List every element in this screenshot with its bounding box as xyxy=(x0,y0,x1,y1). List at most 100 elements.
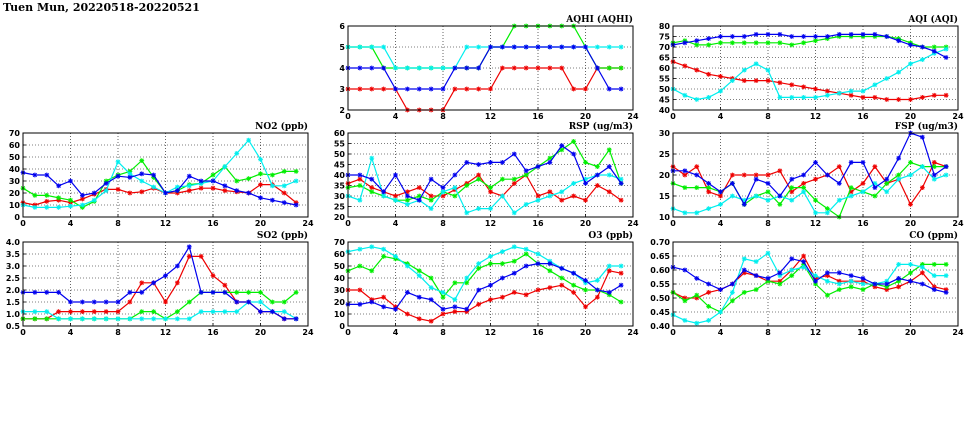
marker-stroke xyxy=(488,283,493,288)
data-point xyxy=(765,172,771,178)
marker-stroke xyxy=(884,177,889,182)
data-point xyxy=(476,65,482,71)
x-tick-label: 16 xyxy=(857,219,869,228)
data-point xyxy=(186,244,192,250)
data-point xyxy=(583,160,588,165)
data-point xyxy=(440,306,446,312)
marker-stroke xyxy=(115,174,121,179)
data-point xyxy=(428,275,434,281)
marker-stroke xyxy=(618,263,624,269)
data-point xyxy=(706,181,712,186)
marker-stroke xyxy=(718,309,723,315)
plot-frame xyxy=(672,241,959,327)
data-point xyxy=(234,290,240,295)
marker-stroke xyxy=(417,65,422,71)
data-point xyxy=(694,42,700,48)
data-point xyxy=(258,290,263,295)
series-line xyxy=(672,161,947,206)
data-point xyxy=(559,282,565,288)
series-line xyxy=(347,174,622,201)
marker-stroke xyxy=(92,316,97,321)
y-tick-label: 80 xyxy=(659,22,671,31)
data-point xyxy=(476,176,482,182)
data-point xyxy=(127,190,133,196)
data-point xyxy=(258,171,263,177)
data-point xyxy=(801,264,807,270)
marker-stroke xyxy=(872,281,878,287)
marker-stroke xyxy=(860,276,866,281)
marker-stroke xyxy=(127,316,133,321)
marker-stroke xyxy=(595,278,600,283)
marker-stroke xyxy=(464,160,469,165)
data-point xyxy=(499,176,505,182)
data-point xyxy=(729,34,735,39)
x-tick-label: 16 xyxy=(207,219,219,228)
y-tick-label: 3 xyxy=(339,85,345,94)
chart-so2: SO2 (ppb) 0.5 1.0 1.5 2.0 2.5 3.0 3.5 4.0 0 4 8 12 16… xyxy=(6,230,314,337)
data-point xyxy=(198,185,204,191)
marker-stroke xyxy=(559,44,564,50)
data-point xyxy=(381,294,387,300)
marker-stroke xyxy=(801,189,806,194)
data-point xyxy=(896,97,902,102)
data-point xyxy=(269,183,275,189)
data-point xyxy=(547,193,553,199)
data-point xyxy=(896,176,902,182)
marker-stroke xyxy=(175,280,180,285)
marker-stroke xyxy=(860,160,866,165)
data-point xyxy=(753,193,759,199)
marker-stroke xyxy=(583,304,588,309)
marker-stroke xyxy=(753,177,759,182)
marker-stroke xyxy=(512,151,517,157)
x-tick-label: 20 xyxy=(580,219,592,228)
data-point xyxy=(357,197,363,203)
marker-stroke xyxy=(607,86,612,92)
plot-frame xyxy=(22,132,309,218)
y-tick-label: 0.55 xyxy=(650,280,670,289)
data-point xyxy=(706,36,712,41)
x-tick-label: 4 xyxy=(393,219,399,228)
data-point xyxy=(789,267,795,273)
data-point xyxy=(499,44,505,50)
marker-stroke xyxy=(813,95,818,100)
data-point xyxy=(848,193,854,199)
data-point xyxy=(848,273,854,278)
data-point xyxy=(896,38,902,44)
marker-stroke xyxy=(369,189,374,194)
data-point xyxy=(682,267,688,273)
marker-stroke xyxy=(139,158,144,163)
marker-stroke xyxy=(718,74,723,79)
marker-stroke xyxy=(547,193,553,199)
marker-stroke xyxy=(523,65,529,71)
data-point xyxy=(404,197,410,203)
marker-stroke xyxy=(789,177,794,182)
data-point xyxy=(931,48,937,54)
data-point xyxy=(222,164,228,169)
marker-stroke xyxy=(68,309,73,314)
series-line xyxy=(347,246,622,301)
data-point xyxy=(896,172,902,178)
data-point xyxy=(369,176,375,182)
data-point xyxy=(931,287,937,292)
marker-stroke xyxy=(428,198,434,203)
marker-stroke xyxy=(115,316,121,321)
marker-stroke xyxy=(127,175,133,180)
marker-stroke xyxy=(175,309,180,314)
marker-stroke xyxy=(428,65,434,71)
marker-stroke xyxy=(801,259,806,264)
data-point xyxy=(594,164,600,169)
marker-stroke xyxy=(44,199,49,204)
plot-frame xyxy=(347,241,634,327)
marker-stroke xyxy=(440,86,446,92)
marker-stroke xyxy=(583,278,588,283)
data-point xyxy=(222,290,228,295)
marker-stroke xyxy=(860,32,866,37)
marker-stroke xyxy=(476,287,481,293)
marker-stroke xyxy=(523,202,529,207)
data-point xyxy=(56,183,62,189)
data-point xyxy=(860,281,866,287)
marker-stroke xyxy=(163,316,168,321)
data-point xyxy=(836,197,842,203)
chart-o3: O3 (ppb) 0 10 20 30 40 50 60 70 0 4 8 12 16 20 24 xyxy=(334,230,639,337)
data-point xyxy=(801,185,807,190)
